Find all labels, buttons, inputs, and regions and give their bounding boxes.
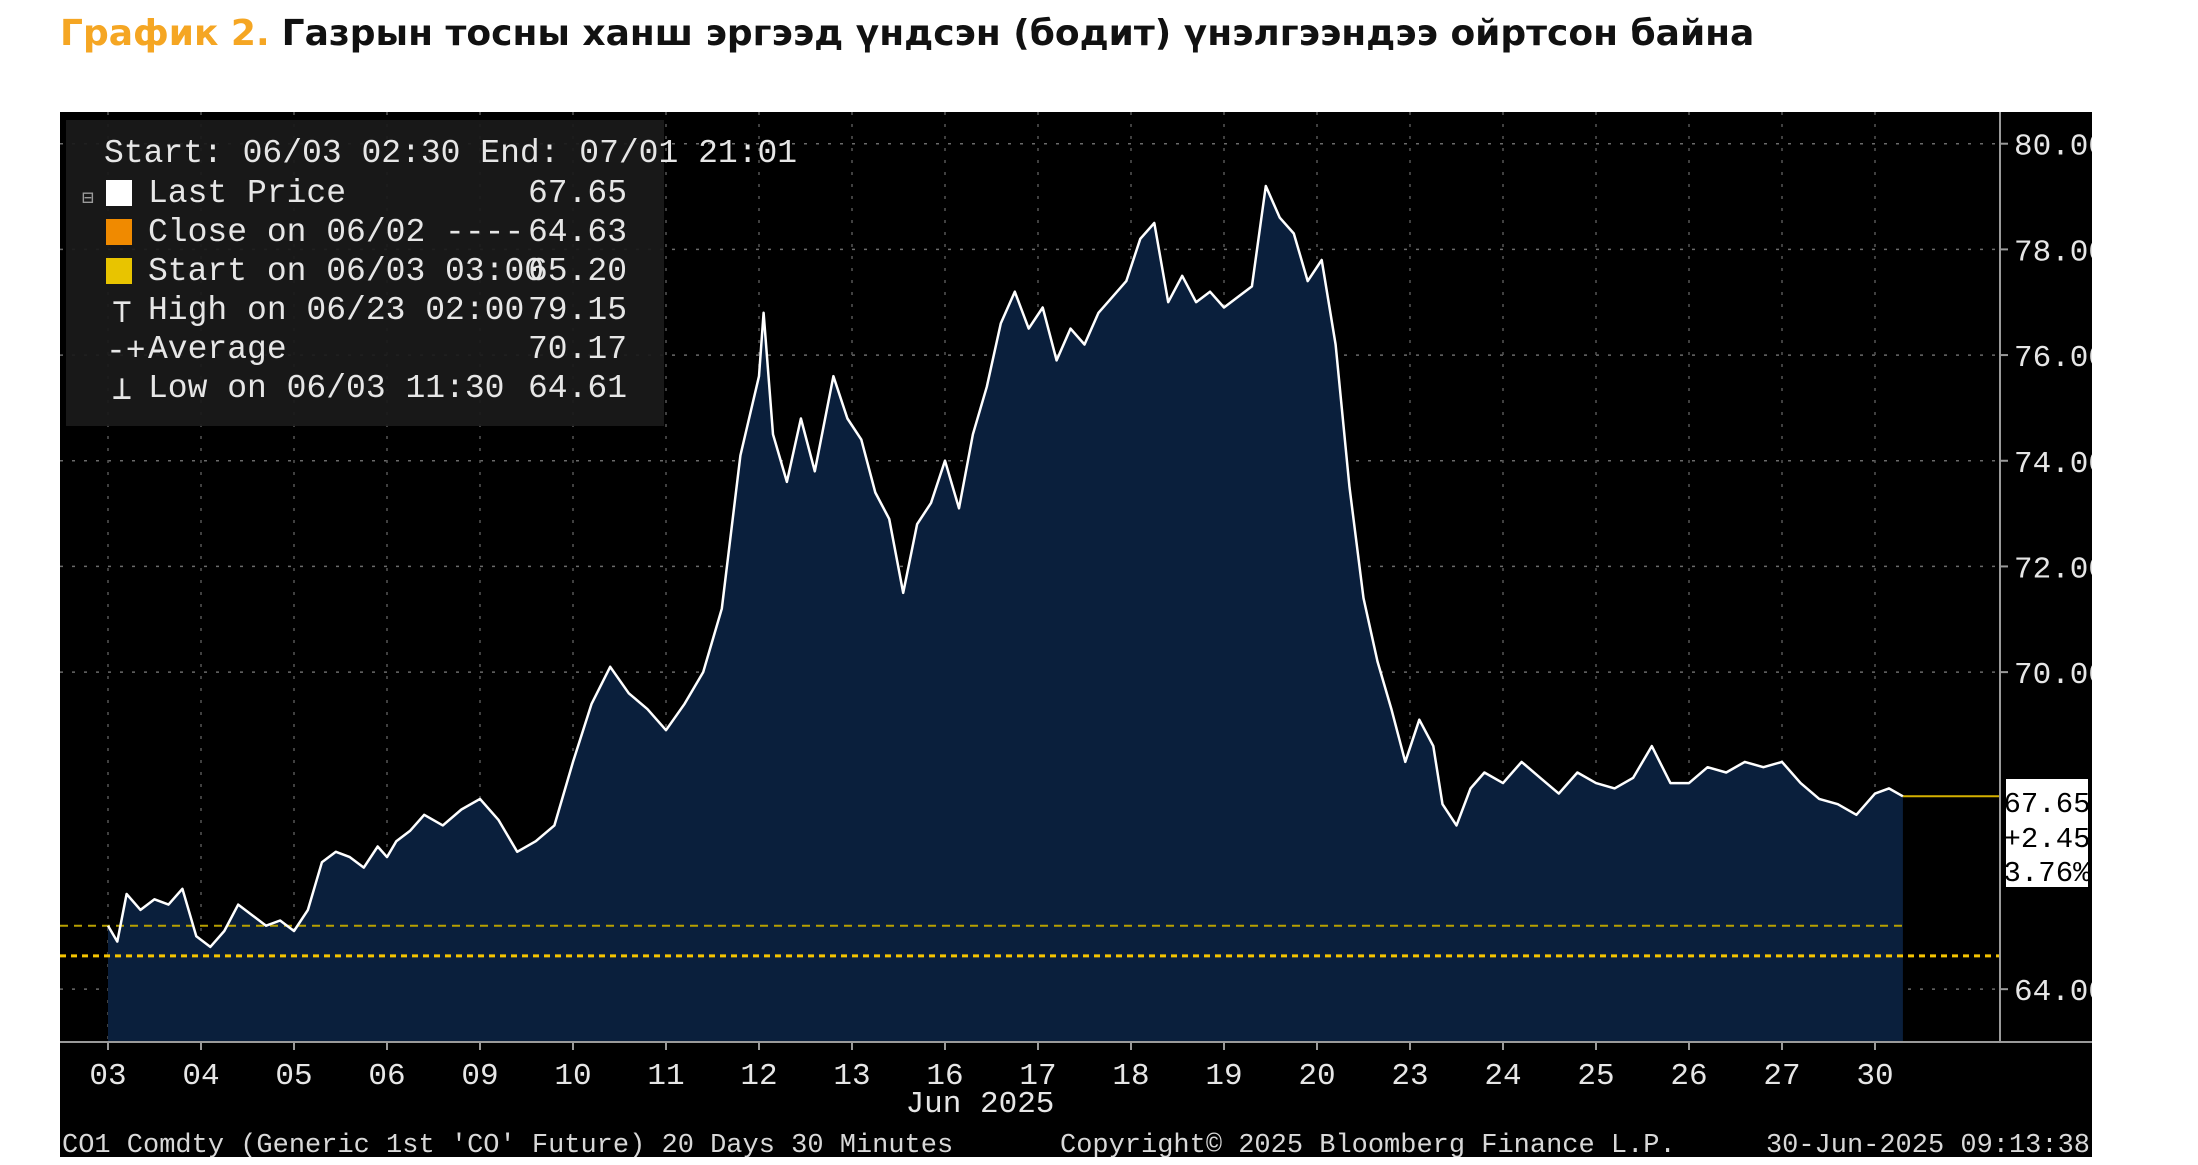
x-tick-label: 30: [1856, 1059, 1893, 1094]
y-tick-label: 64.00: [2014, 975, 2092, 1010]
caption-text: Газрын тосны ханш эргээд үндсэн (бодит) …: [281, 13, 1755, 54]
price-area: [108, 186, 1903, 1042]
x-tick-label: 17: [1019, 1059, 1056, 1094]
price-chart: 80.00 78.00 76.00 74.00 72.00 70.00 64.00 67.6…: [60, 112, 2092, 1157]
y-tick-label: 74.00: [2014, 447, 2092, 482]
legend-item-value: 67.65: [528, 175, 627, 212]
x-tick-label: 06: [368, 1059, 405, 1094]
footer-ticker: CO1 Comdty (Generic 1st 'CO' Future) 20 …: [62, 1131, 953, 1157]
legend-background: [66, 120, 664, 426]
x-tick-label: 09: [461, 1059, 498, 1094]
legend: Start: 06/03 02:30 End: 07/01 21:01 ⊤ -+…: [66, 120, 797, 426]
legend-item-label: Average: [148, 331, 287, 368]
x-tick-label: 13: [833, 1059, 870, 1094]
last-price-value: 67.65: [2003, 788, 2090, 821]
x-axis-month-label: Jun 2025: [906, 1087, 1055, 1122]
reference-lines: [60, 795, 2000, 958]
x-tick-label: 20: [1298, 1059, 1335, 1094]
low-marker-icon: ⊥: [112, 372, 132, 409]
legend-item-label: Low on 06/03 11:30: [148, 370, 504, 407]
y-tick-label: 80.00: [2014, 130, 2092, 165]
y-axis-ticks: 80.00 78.00 76.00 74.00 72.00 70.00 64.00: [2000, 130, 2092, 1010]
bloomberg-chart-panel: 80.00 78.00 76.00 74.00 72.00 70.00 64.00 67.6…: [60, 112, 2092, 1157]
footer-copyright: Copyright© 2025 Bloomberg Finance L.P.: [1060, 1131, 1676, 1157]
x-tick-label: 03: [89, 1059, 126, 1094]
high-marker-icon: ⊤: [112, 295, 132, 332]
legend-item-label: High on 06/23 02:00: [148, 292, 524, 329]
close-swatch: [106, 219, 132, 245]
y-tick-label: 78.00: [2014, 235, 2092, 270]
legend-item-label: Last Price: [148, 175, 346, 212]
caption-number: График 2.: [60, 13, 270, 54]
legend-item-value: 65.20: [528, 253, 627, 290]
last-price-box-bg: [2006, 779, 2088, 887]
legend-item-value: 79.15: [528, 292, 627, 329]
y-tick-label: 76.00: [2014, 341, 2092, 376]
x-tick-label: 11: [647, 1059, 684, 1094]
y-tick-label: 72.00: [2014, 552, 2092, 587]
x-axis-ticks: 03 04 05 06 09 10 11 12 13 16 17 18 19 20 23 24 25 26 27 30: [89, 1042, 1894, 1094]
x-tick-label: 16: [926, 1059, 963, 1094]
x-tick-label: 26: [1670, 1059, 1707, 1094]
last-price-box: 67.65 +2.45 3.76%: [2003, 779, 2091, 890]
legend-header: Start: 06/03 02:30 End: 07/01 21:01: [104, 135, 797, 172]
y-tick-label: 70.00: [2014, 658, 2092, 693]
legend-item-value: 64.63: [528, 214, 627, 251]
start-swatch: [106, 258, 132, 284]
collapse-toggle-icon[interactable]: ⊟: [82, 185, 94, 209]
x-tick-label: 12: [740, 1059, 777, 1094]
x-tick-label: 10: [554, 1059, 591, 1094]
x-tick-label: 18: [1112, 1059, 1149, 1094]
legend-item-label: Start on 06/03 03:00: [148, 253, 544, 290]
x-tick-label: 23: [1391, 1059, 1428, 1094]
footer-timestamp: 30-Jun-2025 09:13:38: [1766, 1131, 2090, 1157]
price-line: [106, 184, 1904, 949]
last-price-change: +2.45: [2003, 823, 2090, 856]
last-price-pct: 3.76%: [2003, 857, 2091, 890]
x-tick-label: 05: [275, 1059, 312, 1094]
average-marker-icon: -+-: [106, 333, 165, 370]
legend-item-label: Close on 06/02 ----: [148, 214, 524, 251]
legend-item-value: 70.17: [528, 331, 627, 368]
x-tick-label: 19: [1205, 1059, 1242, 1094]
legend-item-value: 64.61: [528, 370, 627, 407]
chart-caption: График 2. Газрын тосны ханш эргээд үндсэн…: [60, 8, 1960, 60]
last-price-swatch: [106, 180, 132, 206]
x-tick-label: 24: [1484, 1059, 1521, 1094]
x-tick-label: 04: [182, 1059, 219, 1094]
x-tick-label: 25: [1577, 1059, 1614, 1094]
x-tick-label: 27: [1763, 1059, 1800, 1094]
